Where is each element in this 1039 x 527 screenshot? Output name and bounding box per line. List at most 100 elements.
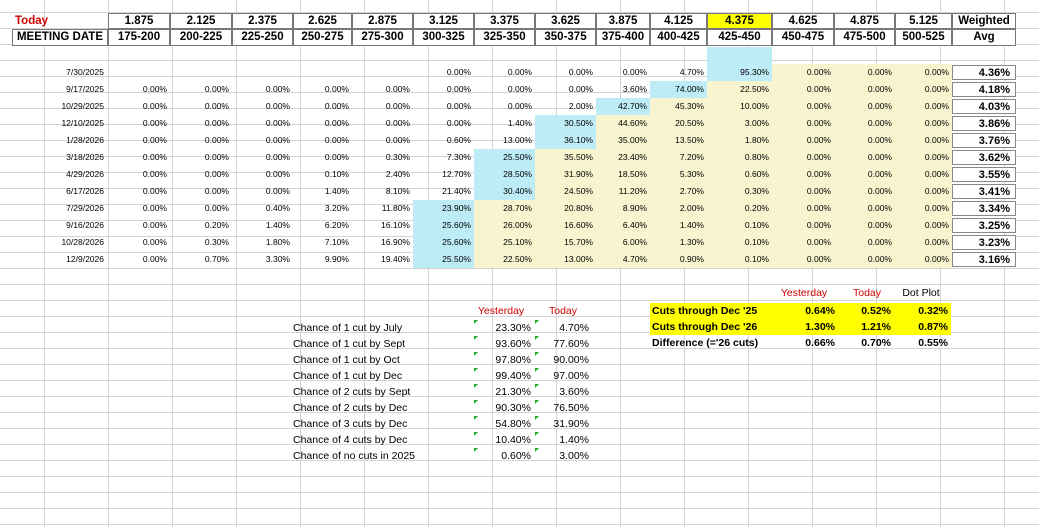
probability-cell[interactable]: 0.00%: [772, 64, 834, 81]
probability-cell[interactable]: 0.00%: [507, 101, 532, 111]
probability-cell[interactable]: 23.40%: [596, 149, 650, 166]
meeting-date[interactable]: 9/16/2026: [66, 220, 104, 230]
probability-cell[interactable]: 0.00%: [265, 186, 290, 196]
probability-cell[interactable]: 26.00%: [474, 217, 535, 234]
probability-cell[interactable]: 0.30%: [385, 152, 410, 162]
probability-cell[interactable]: 0.00%: [265, 101, 290, 111]
probability-cell[interactable]: 95.30%: [707, 64, 772, 81]
probability-cell[interactable]: 13.50%: [650, 132, 707, 149]
probability-cell[interactable]: 0.00%: [265, 118, 290, 128]
probability-cell[interactable]: 0.30%: [707, 183, 772, 200]
probability-cell[interactable]: [232, 64, 293, 81]
weighted-avg-cell[interactable]: 3.41%: [952, 184, 1016, 199]
probability-cell[interactable]: 1.30%: [650, 234, 707, 251]
probability-cell[interactable]: 0.00%: [142, 169, 167, 179]
probability-cell[interactable]: 0.00%: [324, 135, 349, 145]
range-header[interactable]: 200-225: [170, 29, 232, 46]
probability-cell[interactable]: 22.50%: [707, 81, 772, 98]
probability-cell[interactable]: 0.60%: [707, 166, 772, 183]
probability-cell[interactable]: 0.10%: [707, 251, 772, 268]
cut-chance-today[interactable]: 77.60%: [535, 336, 592, 352]
cut-chance-yesterday[interactable]: 0.60%: [474, 448, 534, 464]
rate-header[interactable]: 4.625: [772, 13, 834, 29]
probability-cell[interactable]: 0.00%: [834, 200, 895, 217]
probability-cell[interactable]: 44.60%: [596, 115, 650, 132]
weighted-avg-cell[interactable]: 3.16%: [952, 252, 1016, 267]
probability-cell[interactable]: 0.00%: [265, 84, 290, 94]
probability-cell[interactable]: 9.90%: [324, 254, 349, 264]
probability-cell[interactable]: 7.20%: [650, 149, 707, 166]
probability-cell[interactable]: 6.40%: [596, 217, 650, 234]
probability-cell[interactable]: 0.00%: [507, 67, 532, 77]
probability-cell[interactable]: 0.00%: [142, 101, 167, 111]
probability-cell[interactable]: 0.90%: [650, 251, 707, 268]
summary-yesterday[interactable]: 1.30%: [770, 319, 838, 335]
probability-cell[interactable]: 0.00%: [385, 135, 410, 145]
probability-cell[interactable]: 1.80%: [707, 132, 772, 149]
probability-cell[interactable]: 35.00%: [596, 132, 650, 149]
rate-header[interactable]: 1.875: [108, 13, 170, 29]
probability-cell[interactable]: 13.00%: [503, 135, 532, 145]
probability-cell[interactable]: 0.00%: [895, 166, 952, 183]
probability-cell[interactable]: [352, 64, 413, 81]
probability-cell[interactable]: 1.40%: [650, 217, 707, 234]
probability-cell[interactable]: 25.50%: [474, 149, 535, 166]
range-header[interactable]: 250-275: [293, 29, 352, 46]
probability-cell[interactable]: [108, 64, 170, 81]
meeting-date[interactable]: 7/29/2026: [66, 203, 104, 213]
weighted-avg-cell[interactable]: 3.62%: [952, 150, 1016, 165]
probability-cell[interactable]: 0.00%: [895, 98, 952, 115]
probability-cell[interactable]: 8.90%: [596, 200, 650, 217]
cut-chance-yesterday[interactable]: 21.30%: [474, 384, 534, 400]
probability-cell[interactable]: 30.50%: [535, 115, 596, 132]
probability-cell[interactable]: 2.70%: [650, 183, 707, 200]
probability-cell[interactable]: 0.70%: [204, 254, 229, 264]
probability-cell[interactable]: 0.00%: [772, 115, 834, 132]
rate-header[interactable]: 3.125: [413, 13, 474, 29]
probability-cell[interactable]: 0.00%: [895, 132, 952, 149]
probability-cell[interactable]: 0.00%: [772, 166, 834, 183]
probability-cell[interactable]: 0.40%: [265, 203, 290, 213]
weighted-avg-cell[interactable]: 4.36%: [952, 65, 1016, 80]
probability-cell[interactable]: 0.00%: [446, 84, 471, 94]
range-header[interactable]: 425-450: [707, 29, 772, 46]
probability-cell[interactable]: 0.00%: [142, 203, 167, 213]
probability-cell[interactable]: 0.20%: [707, 200, 772, 217]
probability-cell[interactable]: 0.00%: [265, 152, 290, 162]
probability-cell[interactable]: 0.00%: [772, 217, 834, 234]
range-header[interactable]: 325-350: [474, 29, 535, 46]
probability-cell[interactable]: 0.00%: [204, 152, 229, 162]
probability-cell[interactable]: 0.00%: [204, 101, 229, 111]
probability-cell[interactable]: 0.00%: [265, 135, 290, 145]
probability-cell[interactable]: 25.60%: [413, 217, 474, 234]
meeting-date[interactable]: 7/30/2025: [66, 67, 104, 77]
cut-chance-today[interactable]: 90.00%: [535, 352, 592, 368]
rate-header[interactable]: 3.625: [535, 13, 596, 29]
probability-cell[interactable]: 0.00%: [385, 101, 410, 111]
probability-cell[interactable]: 10.00%: [707, 98, 772, 115]
probability-cell[interactable]: 18.50%: [596, 166, 650, 183]
summary-dotplot[interactable]: 0.87%: [894, 319, 951, 335]
probability-cell[interactable]: 0.10%: [707, 234, 772, 251]
probability-cell[interactable]: 0.00%: [142, 237, 167, 247]
range-header[interactable]: 500-525: [895, 29, 952, 46]
probability-cell[interactable]: 1.40%: [507, 118, 532, 128]
probability-cell[interactable]: 0.00%: [895, 217, 952, 234]
cut-chance-today[interactable]: 3.60%: [535, 384, 592, 400]
probability-cell[interactable]: 0.00%: [834, 98, 895, 115]
probability-cell[interactable]: 1.40%: [265, 220, 290, 230]
meeting-date[interactable]: 9/17/2025: [66, 84, 104, 94]
range-header[interactable]: 275-300: [352, 29, 413, 46]
range-header[interactable]: 225-250: [232, 29, 293, 46]
probability-cell[interactable]: 0.00%: [265, 169, 290, 179]
probability-cell[interactable]: 0.10%: [707, 217, 772, 234]
rate-header[interactable]: 2.625: [293, 13, 352, 29]
cut-chance-yesterday[interactable]: 97.80%: [474, 352, 534, 368]
probability-cell[interactable]: 0.00%: [324, 118, 349, 128]
summary-today[interactable]: 0.70%: [861, 337, 891, 349]
cut-chance-yesterday[interactable]: 93.60%: [474, 336, 534, 352]
probability-cell[interactable]: 0.00%: [895, 149, 952, 166]
cut-chance-today[interactable]: 76.50%: [535, 400, 592, 416]
probability-cell[interactable]: 0.00%: [142, 84, 167, 94]
range-header[interactable]: 175-200: [108, 29, 170, 46]
